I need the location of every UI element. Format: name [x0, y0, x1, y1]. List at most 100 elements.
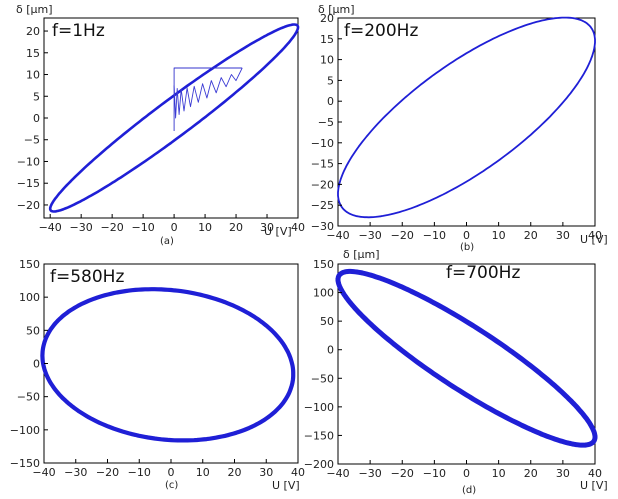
- x-axis-label-b: U [V]: [580, 233, 608, 246]
- x-tick-label-d: 20: [524, 467, 538, 480]
- plot-frame-c: [43, 263, 299, 464]
- x-tick-label-c: 40: [291, 466, 305, 479]
- x-tick-label-d: −20: [391, 467, 414, 480]
- y-tick-label-a: 0: [33, 112, 40, 125]
- panel-label-c: (c): [165, 480, 178, 491]
- panel-c-series: [40, 287, 296, 443]
- y-tick-label-b: 10: [320, 54, 334, 67]
- y-tick-label-c: 150: [19, 258, 40, 271]
- frequency-label-c: f=580Hz: [50, 267, 124, 287]
- series-a-2: [173, 67, 243, 119]
- y-tick-label-d: 50: [320, 315, 334, 328]
- y-axis-label-a: δ [μm]: [16, 3, 53, 16]
- x-tick-label-b: −40: [326, 229, 349, 242]
- y-tick-label-d: 0: [327, 344, 334, 357]
- x-tick-label-c: 20: [228, 466, 242, 479]
- x-axis-label-a: U [V]: [264, 225, 292, 238]
- y-tick-label-b: −20: [311, 178, 334, 191]
- y-tick-label-b: −15: [311, 158, 334, 171]
- y-axis-label-b: δ [μm]: [318, 3, 355, 16]
- x-tick-label-b: 10: [492, 229, 506, 242]
- y-tick-label-b: −10: [311, 137, 334, 150]
- x-axis-label-d: U [V]: [580, 479, 608, 492]
- x-tick-label-b: 0: [463, 229, 470, 242]
- y-tick-label-d: −150: [304, 429, 334, 442]
- y-tick-label-b: 5: [327, 74, 334, 87]
- y-tick-label-d: 150: [313, 258, 334, 271]
- x-tick-label-a: 20: [229, 221, 243, 234]
- x-tick-label-a: −10: [132, 221, 155, 234]
- x-tick-label-b: −30: [359, 229, 382, 242]
- series-d-0: [335, 268, 598, 448]
- x-tick-label-a: −40: [39, 221, 62, 234]
- series-b-0: [337, 16, 596, 219]
- y-tick-label-a: −15: [17, 177, 40, 190]
- x-tick-label-c: 10: [196, 466, 210, 479]
- panel-d-y-ticks: −200 −150 −100 −50 0 50 100 150: [304, 258, 342, 471]
- y-tick-label-c: −100: [10, 424, 40, 437]
- y-tick-label-c: 0: [33, 358, 40, 371]
- x-tick-label-b: 20: [524, 229, 538, 242]
- x-tick-label-c: 0: [168, 466, 175, 479]
- y-tick-label-d: −50: [311, 372, 334, 385]
- series-a-1: [173, 67, 243, 131]
- x-tick-label-d: −40: [326, 467, 349, 480]
- panel-label-a: (a): [160, 236, 174, 247]
- plot-frame-a: [43, 17, 299, 219]
- y-axis-label-d: δ [μm]: [343, 248, 380, 261]
- y-tick-label-b: −30: [311, 220, 334, 233]
- panel-b-series: [337, 16, 596, 219]
- panel-d-x-ticks: −40 −30 −20 −10 0 10 20 30 40: [326, 460, 602, 480]
- x-tick-label-a: 10: [198, 221, 212, 234]
- panel-b-x-ticks: −40 −30 −20 −10 0 10 20 30 40: [326, 222, 602, 242]
- x-tick-label-d: −30: [359, 467, 382, 480]
- panel-a-y-ticks: −20 −15 −10 −5 0 5 10 15 20: [17, 25, 48, 212]
- panel-b-y-ticks: −30 −25 −20 −15 −10 −5 0 5 10 15 20: [311, 12, 342, 233]
- panel-c-y-ticks: −150 −100 −50 0 50 100 150: [10, 258, 48, 470]
- x-tick-label-c: 30: [259, 466, 273, 479]
- x-tick-label-b: −20: [391, 229, 414, 242]
- panel-label-d: (d): [462, 485, 476, 496]
- y-tick-label-a: 15: [26, 47, 40, 60]
- y-tick-label-a: 10: [26, 69, 40, 82]
- y-tick-label-a: −5: [24, 134, 40, 147]
- x-tick-label-a: 0: [171, 221, 178, 234]
- x-tick-label-d: 40: [588, 467, 602, 480]
- frequency-label-a: f=1Hz: [52, 21, 105, 41]
- y-tick-label-c: 50: [26, 324, 40, 337]
- frequency-label-b: f=200Hz: [344, 21, 418, 41]
- x-tick-label-b: −10: [423, 229, 446, 242]
- panel-c-x-ticks: −40 −30 −20 −10 0 10 20 30 40: [32, 459, 305, 479]
- y-tick-label-c: 100: [19, 291, 40, 304]
- x-tick-label-c: −30: [64, 466, 87, 479]
- y-tick-label-d: −200: [304, 458, 334, 471]
- series-a-0: [48, 23, 300, 213]
- x-tick-label-b: 30: [556, 229, 570, 242]
- x-tick-label-a: 40: [291, 221, 305, 234]
- plot-frame-d: [337, 263, 596, 465]
- x-tick-label-a: 30: [260, 221, 274, 234]
- y-tick-label-a: 5: [33, 90, 40, 103]
- x-tick-label-d: 10: [492, 467, 506, 480]
- x-axis-label-c: U [V]: [272, 479, 300, 492]
- y-tick-label-a: −10: [17, 155, 40, 168]
- y-tick-label-b: 15: [320, 33, 334, 46]
- panel-d-series: [335, 268, 598, 448]
- y-tick-label-d: 100: [313, 287, 334, 300]
- frequency-label-d: f=700Hz: [446, 263, 520, 283]
- x-tick-label-c: −20: [96, 466, 119, 479]
- x-tick-label-a: −30: [70, 221, 93, 234]
- y-tick-label-d: −100: [304, 401, 334, 414]
- x-tick-label-d: 30: [556, 467, 570, 480]
- series-c-0: [40, 287, 296, 443]
- x-tick-label-d: −10: [423, 467, 446, 480]
- panel-a-x-ticks: −40 −30 −20 −10 0 10 20 30 40: [39, 214, 305, 234]
- x-tick-label-c: −40: [32, 466, 55, 479]
- panel-a-series: [48, 23, 300, 213]
- x-tick-label-c: −10: [128, 466, 151, 479]
- x-tick-label-d: 0: [463, 467, 470, 480]
